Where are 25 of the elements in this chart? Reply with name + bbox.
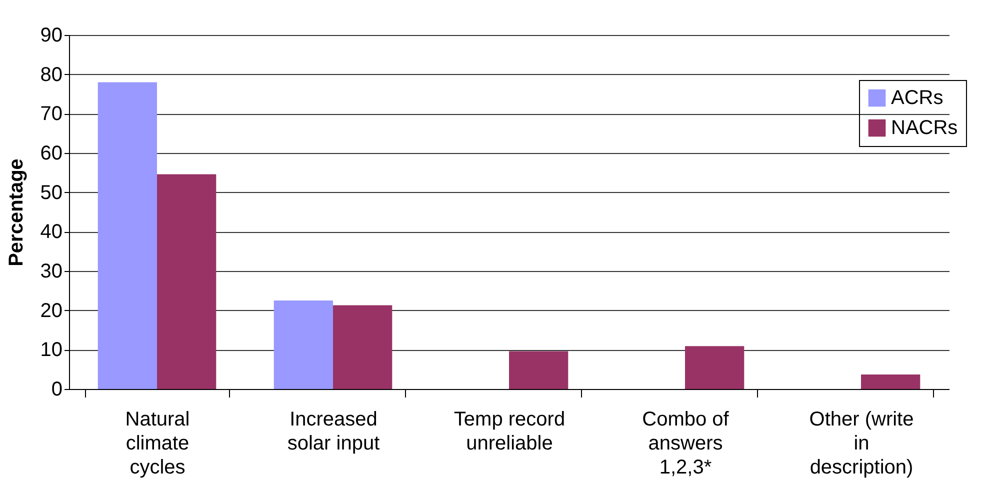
bar (274, 300, 333, 389)
y-tick-label: 70 (40, 103, 62, 126)
y-axis-title: Percentage (5, 158, 28, 266)
x-tick-label: Natural climate cycles (125, 408, 190, 478)
x-tick-label: Combo of answers 1,2,3* (642, 408, 730, 478)
bar (333, 305, 392, 389)
y-tick-label: 0 (51, 378, 62, 400)
x-tick-label: Temp record unreliable (454, 408, 566, 454)
y-tick-label: 60 (40, 142, 62, 164)
y-tick-label: 10 (40, 339, 62, 362)
x-tick-label: Increased solar input (287, 408, 380, 454)
y-tick-label: 50 (40, 182, 62, 204)
y-tick-label: 20 (40, 300, 62, 322)
x-tick-label: Other (write in description) (809, 408, 914, 478)
bar (685, 346, 744, 389)
legend-label: ACRs (891, 87, 944, 109)
y-tick-label: 40 (40, 221, 62, 244)
y-tick-label: 80 (40, 64, 62, 86)
bar (861, 374, 920, 389)
legend-label: NACRs (891, 117, 958, 139)
bar (98, 82, 157, 389)
bar (509, 351, 568, 389)
y-tick-label: 30 (40, 260, 62, 282)
y-tick-label: 90 (40, 24, 62, 46)
bar (157, 174, 216, 389)
